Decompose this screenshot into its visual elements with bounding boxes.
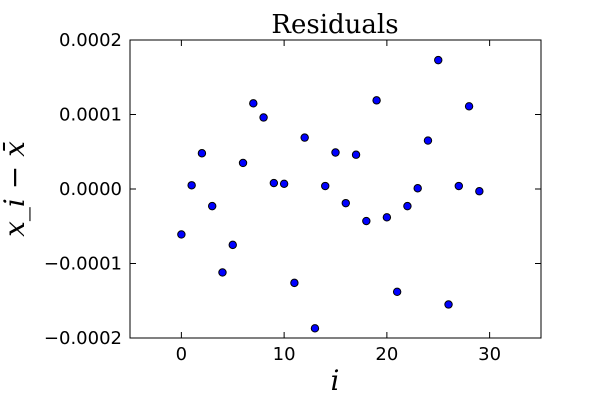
y-axis-ticks: 0.0002 0.0001 0.0000 −0.0001 −0.0002 [44,30,541,349]
scatter-point [372,96,381,105]
x-tick-label: 20 [375,344,398,365]
scatter-point [454,181,463,191]
scatter-points [177,55,484,333]
y-tick-label: 0.0001 [59,105,122,126]
scatter-point [279,179,289,188]
scatter-point [392,287,402,297]
x-tick-label: 30 [478,344,501,365]
scatter-point [300,133,309,142]
scatter-point [187,181,196,190]
scatter-point [290,278,299,288]
scatter-point [269,178,279,188]
scatter-point [177,230,186,239]
scatter-point [434,55,443,65]
x-axis-ticks: 0 10 20 30 [176,40,501,365]
scatter-point [413,184,422,193]
scatter-point [197,149,207,158]
scatter-point [341,198,350,208]
y-tick-label: 0.0000 [59,179,122,200]
y-tick-label: −0.0002 [44,328,122,349]
scatter-point [259,113,268,122]
scatter-point [228,240,237,250]
scatter-point [310,324,320,333]
scatter-point [475,187,484,196]
scatter-point [249,99,258,108]
scatter-point [464,102,474,111]
x-axis-label: i [331,364,340,397]
scatter-point [403,201,412,211]
y-tick-label: −0.0001 [44,254,122,275]
scatter-point [351,150,361,159]
scatter-point [331,148,340,157]
scatter-point [362,216,371,226]
y-axis-label: x_i − x̄ [0,141,31,237]
x-tick-label: 0 [176,344,187,365]
y-tick-label: 0.0002 [59,30,122,51]
scatter-point [444,300,453,309]
scatter-point [382,213,392,222]
scatter-point [218,268,227,277]
x-tick-label: 10 [273,344,296,365]
chart-title: Residuals [271,10,398,40]
scatter-point [208,201,217,211]
scatter-point [321,181,330,191]
scatter-point [238,158,248,168]
scatter-point [423,136,433,145]
plot-frame [129,39,542,339]
